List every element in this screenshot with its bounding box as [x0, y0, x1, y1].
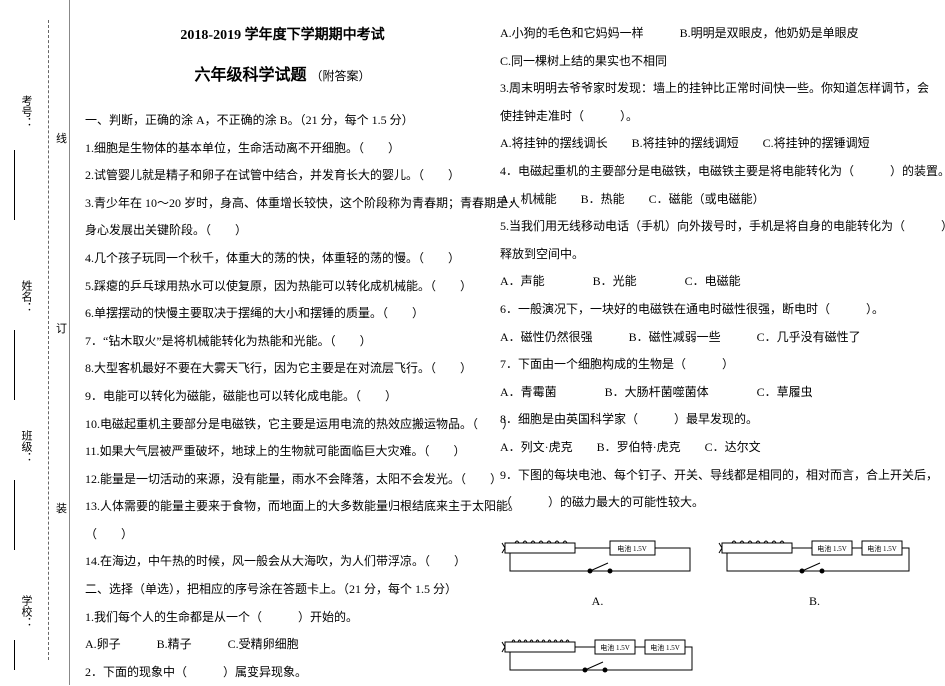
- text-line: 1.细胞是生物体的基本单位，生命活动离不开细胞。（ ）: [85, 135, 480, 163]
- binding-underline: [14, 480, 15, 550]
- text-line: 8．细胞是由英国科学家（ ）最早发现的。: [500, 406, 920, 434]
- exam-title-main: 六年级科学试题: [194, 67, 306, 84]
- text-line: 2.试管婴儿就是精子和卵子在试管中结合，并发育长大的婴儿。（ ）: [85, 162, 480, 190]
- circuit-c: 电池 1.5V 电池 1.5V: [500, 620, 695, 686]
- binding-underline: [14, 640, 15, 670]
- page-left-column: 2018-2019 学年度下学期期中考试 六年级科学试题 （附答案） 一、判断，…: [85, 20, 480, 686]
- binding-underline: [14, 330, 15, 400]
- binding-margin: [0, 0, 70, 685]
- text-line: 释放到空间中。: [500, 241, 920, 269]
- text-line: 2．下面的现象中（ ）属变异现象。: [85, 659, 480, 686]
- text-line: 3.周末明明去爷爷家时发现：墙上的挂钟比正常时间快一些。你知道怎样调节，会: [500, 75, 920, 103]
- text-line: 10.电磁起重机主要部分是电磁铁，它主要是运用电流的热效应搬运物品。（ ）: [85, 411, 480, 439]
- text-line: A．列文·虎克 B．罗伯特·虎克 C．达尔文: [500, 434, 920, 462]
- text-line: 二、选择（单选），把相应的序号涂在答题卡上。（21 分，每个 1.5 分）: [85, 576, 480, 604]
- text-line: （ ）: [85, 521, 480, 549]
- text-line: 身心发展出关键阶段。（ ）: [85, 217, 480, 245]
- text-line: 9．电能可以转化为磁能，磁能也可以转化成电能。（ ）: [85, 383, 480, 411]
- text-line: （ ）的磁力最大的可能性较大。: [500, 489, 920, 517]
- text-line: 11.如果大气层被严重破坏，地球上的生物就可能面临巨大灾难。（ ）: [85, 438, 480, 466]
- binding-underline: [14, 150, 15, 220]
- binding-label-school: 学校：: [18, 595, 34, 628]
- text-line: 4.几个孩子玩同一个秋千，体重大的荡的快，体重轻的荡的慢。（ ）: [85, 245, 480, 273]
- exam-year-title: 2018-2019 学年度下学期期中考试: [85, 20, 480, 52]
- circuit-a: 电池 1.5V A.: [500, 521, 695, 616]
- binding-dotted-line: [48, 20, 49, 660]
- binding-label-examno: 考号：: [18, 95, 34, 128]
- text-line: A.将挂钟的摆线调长 B.将挂钟的摆线调短 C.将挂钟的摆锤调短: [500, 130, 920, 158]
- binding-label-class: 班级：: [18, 430, 34, 463]
- text-line: 14.在海边，中午热的时候，风一般会从大海吹，为人们带浮凉。（ ）: [85, 548, 480, 576]
- text-line: A．机械能 B．热能 C．磁能（或电磁能）: [500, 186, 920, 214]
- text-line: 1.我们每个人的生命都是从一个（ ）开始的。: [85, 604, 480, 632]
- binding-mark-zhuang: 装: [56, 500, 67, 516]
- text-line: C.同一棵树上结的果实也不相同: [500, 48, 920, 76]
- page-right-column: A.小狗的毛色和它妈妈一样 B.明明是双眼皮，他奶奶是单眼皮 C.同一棵树上结的…: [500, 20, 920, 685]
- text-line: 一、判断，正确的涂 A，不正确的涂 B。（21 分，每个 1.5 分）: [85, 107, 480, 135]
- exam-title: 六年级科学试题 （附答案）: [85, 58, 480, 95]
- text-line: 9．下图的每块电池、每个钉子、开关、导线都是相同的，相对而言，合上开关后，: [500, 462, 920, 490]
- text-line: 8.大型客机最好不要在大雾天飞行，因为它主要是在对流层飞行。（ ）: [85, 355, 480, 383]
- text-line: 4．电磁起重机的主要部分是电磁铁，电磁铁主要是将电能转化为（ ）的装置。: [500, 158, 920, 186]
- circuit-c-svg: 电池 1.5V 电池 1.5V: [500, 620, 695, 675]
- battery-label: 电池 1.5V: [600, 643, 630, 652]
- circuit-b-label: B.: [717, 588, 912, 616]
- text-line: 13.人体需要的能量主要来于食物，而地面上的大多数能量归根结底来主于太阳能。: [85, 493, 480, 521]
- circuit-b: 电池 1.5V 电池 1.5V B.: [717, 521, 912, 616]
- circuit-b-svg: 电池 1.5V 电池 1.5V: [717, 521, 912, 576]
- circuit-row-1: 电池 1.5V A. 电池 1.5V: [500, 521, 920, 616]
- text-line: 5.当我们用无线移动电话（手机）向外拨号时，手机是将自身的电能转化为（ ）: [500, 213, 920, 241]
- text-line: 3.青少年在 10～20 岁时，身高、体重增长较快，这个阶段称为青春期；青春期是…: [85, 190, 480, 218]
- circuit-a-svg: 电池 1.5V: [500, 521, 695, 576]
- text-line: A．声能 B．光能 C．电磁能: [500, 268, 920, 296]
- text-line: 6．一般演况下，一块好的电磁铁在通电时磁性很强，断电时（ ）。: [500, 296, 920, 324]
- text-line: A．青霉菌 B．大肠杆菌噬菌体 C．草履虫: [500, 379, 920, 407]
- circuit-a-label: A.: [500, 588, 695, 616]
- text-line: 7．下面由一个细胞构成的生物是（ ）: [500, 351, 920, 379]
- text-line: 5.踩瘪的乒乓球用热水可以使复原，因为热能可以转化成机械能。（ ）: [85, 273, 480, 301]
- text-line: A.小狗的毛色和它妈妈一样 B.明明是双眼皮，他奶奶是单眼皮: [500, 20, 920, 48]
- text-line: 7．“钻木取火”是将机械能转化为热能和光能。（ ）: [85, 328, 480, 356]
- text-line: A．磁性仍然很强 B．磁性减弱一些 C．几乎没有磁性了: [500, 324, 920, 352]
- battery-label: 电池 1.5V: [817, 544, 847, 553]
- binding-mark-ding: 订: [56, 320, 67, 336]
- circuit-row-2: 电池 1.5V 电池 1.5V: [500, 620, 920, 686]
- battery-label: 电池 1.5V: [617, 544, 647, 553]
- text-line: 使挂钟走准时（ ）。: [500, 103, 920, 131]
- text-line: A.卵子 B.精子 C.受精卵细胞: [85, 631, 480, 659]
- text-line: 6.单摆摆动的快慢主要取决于摆绳的大小和摆锤的质量。（ ）: [85, 300, 480, 328]
- binding-label-name: 姓名：: [18, 280, 34, 313]
- battery-label: 电池 1.5V: [650, 643, 680, 652]
- text-line: 12.能量是一切活动的来源，没有能量，雨水不会降落，太阳不会发光。（ ）: [85, 466, 480, 494]
- binding-mark-xian: 线: [56, 130, 67, 146]
- exam-title-sub: （附答案）: [311, 69, 371, 83]
- battery-label: 电池 1.5V: [867, 544, 897, 553]
